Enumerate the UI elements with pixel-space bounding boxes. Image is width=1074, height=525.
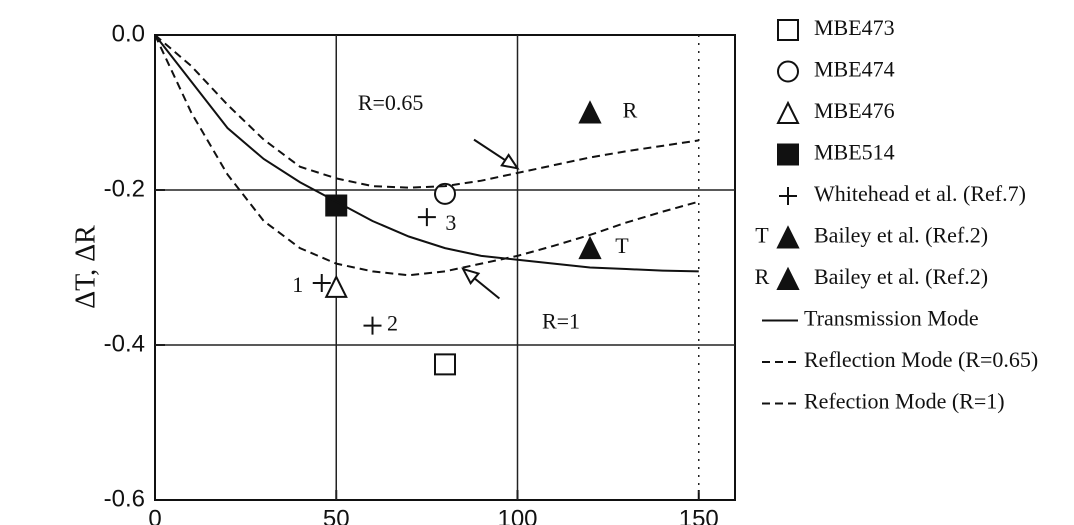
series-line — [154, 34, 700, 277]
x-tick-label: 50 — [323, 505, 350, 525]
y-tick-label: 0.0 — [112, 20, 145, 47]
legend-marker — [776, 100, 800, 124]
series-line — [154, 34, 699, 189]
series-line — [154, 34, 699, 273]
legend-label: MBE473 — [814, 15, 895, 40]
data-point — [578, 100, 602, 124]
legend-label: Bailey et al. (Ref.2) — [814, 264, 988, 289]
legend-label: MBE514 — [814, 140, 895, 165]
plot-frame — [154, 34, 736, 501]
x-tick-label: 150 — [679, 505, 719, 525]
x-tick-label: 0 — [148, 505, 161, 525]
legend-label: Reflection Mode (R=0.65) — [804, 347, 1038, 372]
data-point — [324, 274, 348, 298]
legend-prefix: T — [755, 223, 769, 248]
data-point — [417, 208, 436, 227]
point-label: T — [615, 233, 629, 258]
legend-marker — [777, 143, 799, 166]
y-tick-label: -0.6 — [104, 485, 145, 512]
arrow-head — [461, 267, 481, 285]
legend-marker — [779, 187, 797, 205]
data-point — [578, 235, 602, 260]
annotation: R=1 — [542, 308, 580, 333]
legend-label: MBE476 — [814, 98, 895, 123]
x-tick-label: 100 — [497, 505, 537, 525]
legend-marker — [777, 60, 799, 83]
data-point — [434, 353, 456, 376]
legend-marker — [776, 266, 800, 290]
legend-label: Bailey et al. (Ref.2) — [814, 223, 988, 248]
data-point — [363, 316, 382, 335]
legend-label: Refection Mode (R=1) — [804, 389, 1005, 414]
data-point — [325, 194, 348, 217]
annotation: R=0.65 — [358, 90, 424, 115]
arrow-head — [500, 153, 520, 170]
legend-marker — [777, 19, 799, 41]
point-label: R — [623, 98, 638, 123]
y-axis-label: ΔT, ΔR — [70, 225, 101, 309]
y-tick-label: -0.4 — [104, 330, 145, 357]
point-label: 3 — [445, 210, 456, 235]
legend-label: MBE474 — [814, 57, 895, 82]
legend-label: Whitehead et al. (Ref.7) — [814, 181, 1026, 206]
point-label: 2 — [387, 311, 398, 336]
data-point — [312, 274, 331, 292]
legend-label: Transmission Mode — [804, 306, 979, 331]
data-point — [434, 182, 456, 205]
y-tick-label: -0.2 — [104, 175, 145, 202]
legend-prefix: R — [755, 264, 770, 289]
point-label: 1 — [292, 272, 303, 297]
legend-marker — [776, 225, 800, 249]
